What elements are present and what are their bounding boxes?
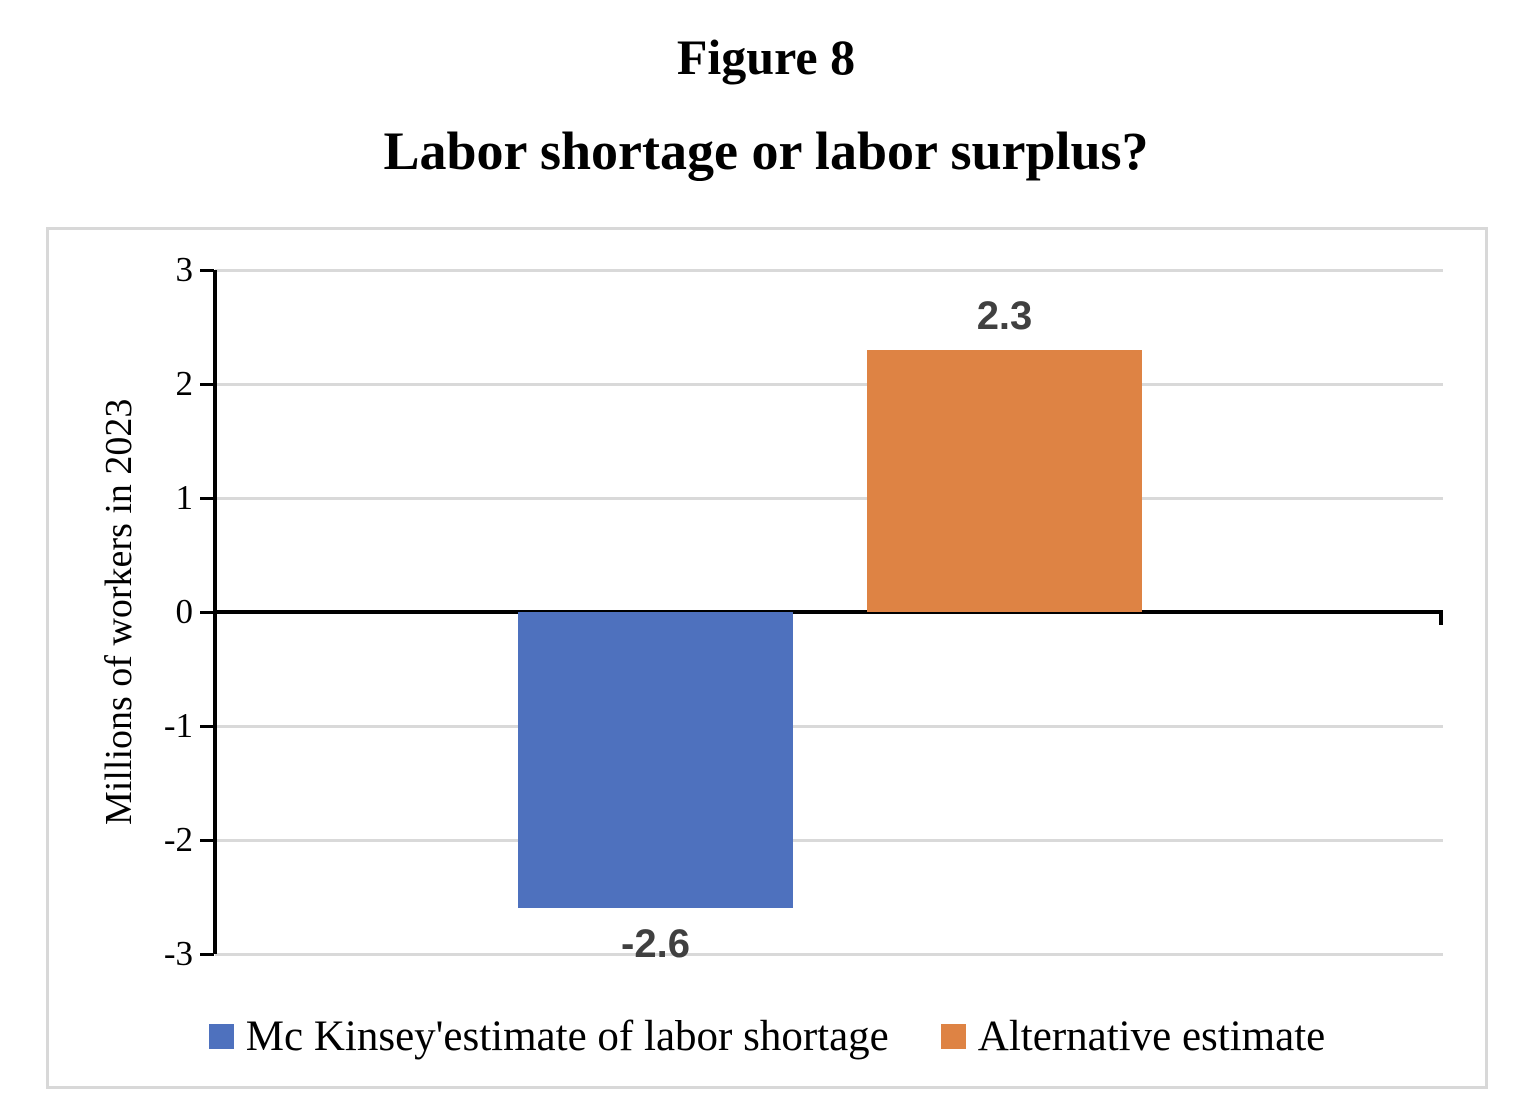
y-gridline [215, 382, 1443, 386]
bar-negative [518, 612, 793, 909]
bar-value-label: -2.6 [621, 922, 690, 967]
y-axis-tick [200, 952, 214, 956]
legend: Mc Kinsey'estimate of labor shortage Alte… [49, 1012, 1485, 1061]
bar-value-label: 2.3 [976, 293, 1033, 338]
chart-frame: Millions of workers in 2023 3 2 1 0 -1 -2 -3 -2… [46, 227, 1488, 1089]
chart-title: Labor shortage or labor surplus? [383, 121, 1149, 181]
x-axis-line [215, 610, 1443, 614]
y-axis-tick [200, 382, 214, 386]
figure-number-label: Figure 8 [676, 29, 856, 85]
legend-swatch [208, 1024, 234, 1049]
bar-positive [867, 349, 1142, 612]
y-tick-label: -2 [163, 820, 193, 859]
legend-label: Alternative estimate [977, 1013, 1326, 1060]
legend-item: Mc Kinsey'estimate of labor shortage [208, 1012, 889, 1061]
y-tick-label: 2 [175, 364, 194, 403]
y-axis-tick [200, 268, 214, 272]
y-gridline [215, 496, 1443, 500]
x-axis-end-tick [1439, 610, 1443, 625]
y-tick-label: -1 [163, 706, 193, 745]
legend-swatch [940, 1024, 966, 1049]
legend-item: Alternative estimate [940, 1012, 1326, 1061]
y-gridline [215, 952, 1443, 956]
y-tick-label: -3 [163, 934, 193, 973]
y-tick-label: 3 [175, 250, 194, 289]
y-axis-tick [200, 724, 214, 728]
y-tick-label: 0 [175, 592, 194, 631]
plot-area: 3 2 1 0 -1 -2 -3 -2.6 2.3 [49, 230, 1485, 1086]
y-axis-tick [200, 496, 214, 500]
y-gridline [215, 724, 1443, 728]
y-gridline [215, 268, 1443, 272]
y-gridline [215, 838, 1443, 842]
y-axis-tick [200, 610, 214, 614]
y-tick-label: 1 [175, 478, 194, 517]
y-axis-tick [200, 838, 214, 842]
legend-label: Mc Kinsey'estimate of labor shortage [245, 1013, 889, 1060]
